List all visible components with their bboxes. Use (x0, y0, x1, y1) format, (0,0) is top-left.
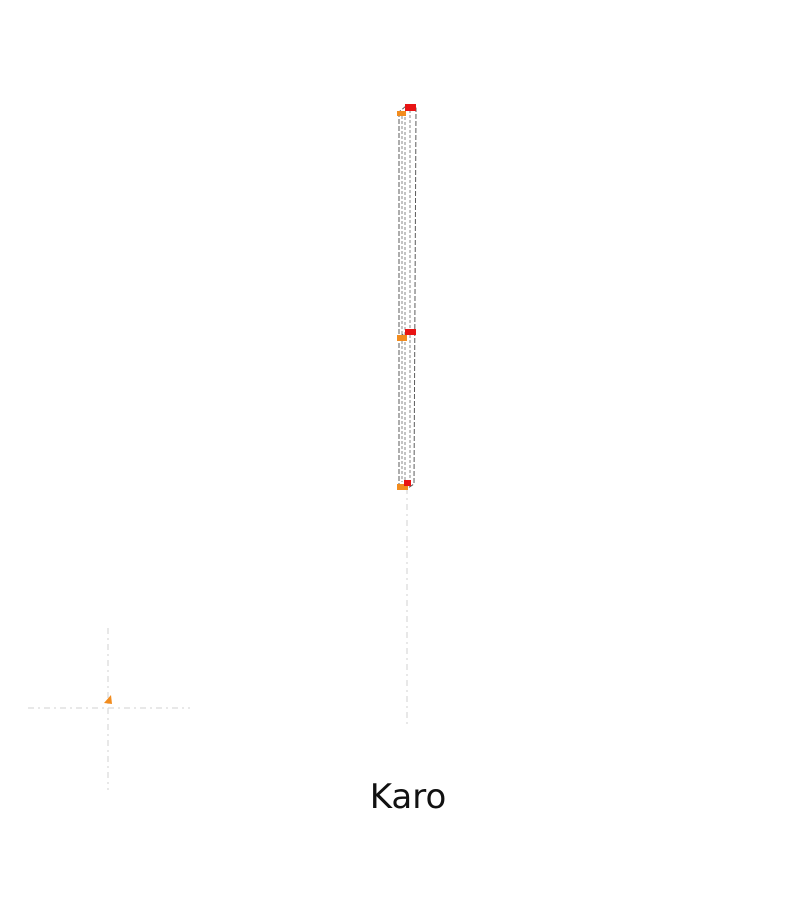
stroke-end-marker-bottom (404, 480, 411, 486)
origin-crosshair (28, 628, 190, 790)
stroke-markers (397, 104, 416, 490)
glyph-caption: Karo (370, 777, 447, 817)
stroke-end-marker-top (405, 104, 416, 111)
stroke-start-marker-middle (397, 335, 407, 341)
origin-marker-icon (104, 695, 112, 704)
stroke-outline-inner (401, 110, 411, 482)
stroke-start-marker-top (397, 111, 406, 116)
stroke-path (398, 105, 417, 490)
stroke-start-marker-bottom (397, 484, 408, 490)
stroke-end-marker-middle (405, 329, 416, 335)
